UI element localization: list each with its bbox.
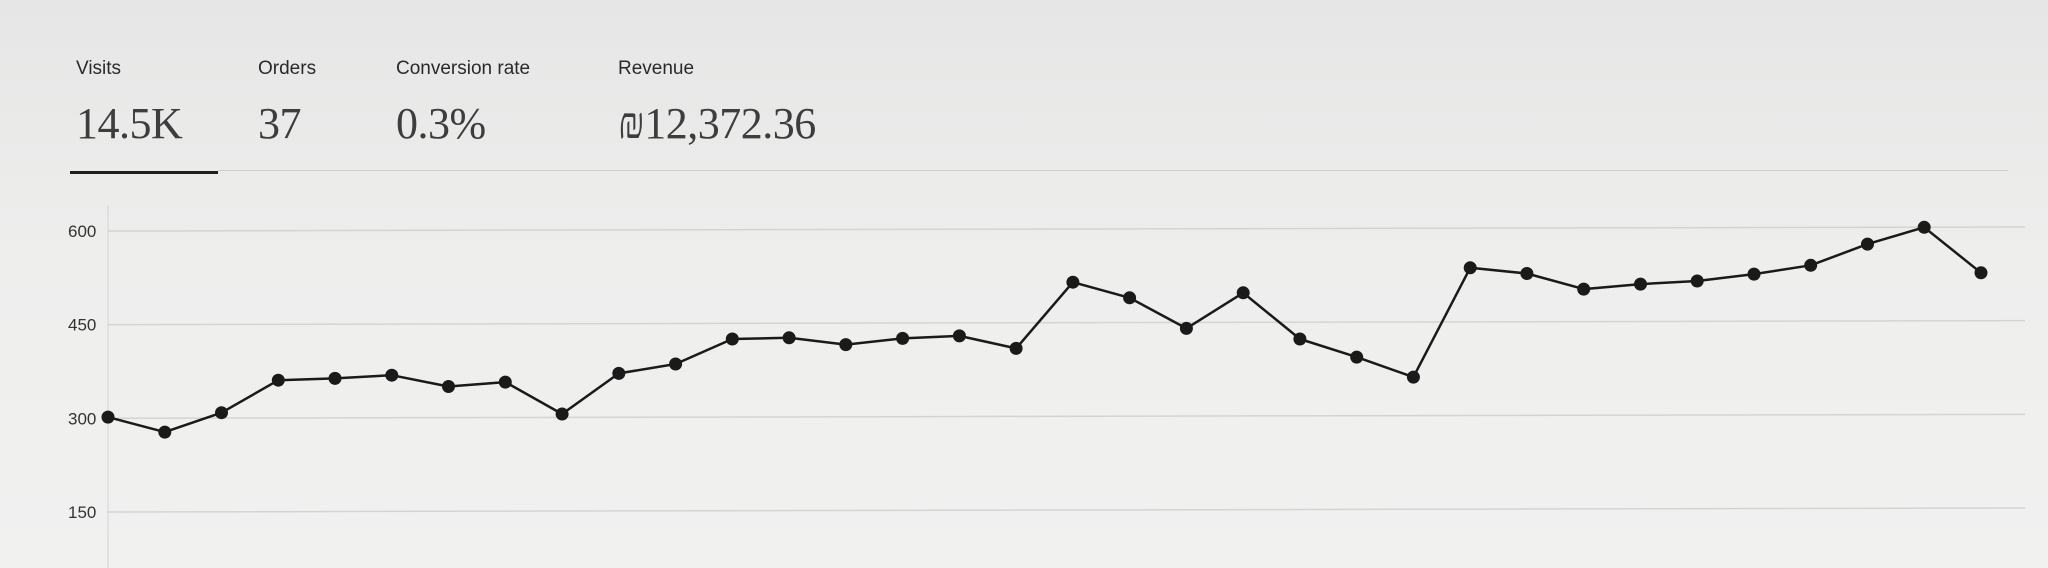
grid-line-150 [107,507,2026,513]
data-point[interactable] [1577,282,1591,296]
data-point[interactable] [839,338,853,352]
data-point[interactable] [101,410,115,424]
metric-label: Revenue [618,58,695,79]
data-point[interactable] [669,357,683,371]
metric-value: ₪12,372.36 [618,99,816,148]
metric-tab-conversion-rate[interactable]: Conversion rate 0.3% [396,58,530,149]
data-point[interactable] [1690,274,1704,288]
y-axis-ticks: 150 300 450 600 [68,222,96,522]
data-point[interactable] [1747,267,1761,281]
data-point[interactable] [1406,370,1420,384]
data-point[interactable] [1350,350,1364,364]
data-point[interactable] [612,366,626,380]
data-point[interactable] [1179,321,1193,335]
data-point[interactable] [1520,267,1534,280]
metric-value: 37 [258,99,302,148]
data-point[interactable] [1463,261,1477,275]
data-point[interactable] [328,371,342,385]
data-point[interactable] [782,331,796,345]
series-points [101,220,1988,439]
metric-label: Visits [76,58,122,79]
data-point[interactable] [1804,258,1818,272]
series-line [107,226,1982,434]
data-point[interactable] [1066,275,1080,289]
data-point[interactable] [1009,341,1023,355]
data-point[interactable] [1123,291,1137,305]
data-point[interactable] [385,368,399,382]
data-point[interactable] [896,331,910,345]
data-point[interactable] [1917,220,1931,234]
grid-line-600 [107,226,2026,232]
data-point[interactable] [1293,332,1307,346]
active-tab-indicator [70,171,218,174]
grid-line-450 [107,319,2026,326]
y-tick-label: 150 [68,503,96,522]
data-point[interactable] [442,380,455,393]
metric-value: 14.5K [76,99,183,148]
metric-tab-orders[interactable]: Orders 37 [258,58,316,149]
grid-line-300 [107,413,2026,420]
data-point[interactable] [1861,237,1874,251]
y-tick-label: 600 [68,222,96,241]
metrics-divider [218,170,2008,171]
data-point[interactable] [952,329,966,343]
y-tick-label: 300 [68,409,96,428]
metrics-bar: Visits 14.5K Orders 37 Conversion rate 0… [0,0,2048,178]
data-point[interactable] [555,407,569,421]
metric-label: Orders [258,58,317,79]
data-point[interactable] [215,406,228,420]
metric-value: 0.3% [396,99,486,148]
series-line-path [107,226,1982,434]
data-point[interactable] [1634,277,1647,291]
metric-label: Conversion rate [396,58,531,79]
data-point[interactable] [498,375,512,389]
metric-tab-visits[interactable]: Visits 14.5K [76,58,183,149]
data-point[interactable] [725,332,739,346]
data-point[interactable] [1974,266,1988,280]
data-point[interactable] [158,425,172,439]
data-point[interactable] [1236,286,1250,300]
metric-tab-revenue[interactable]: Revenue ₪12,372.36 [618,58,816,149]
y-tick-label: 450 [68,316,96,335]
data-point[interactable] [271,373,285,387]
grid-lines [107,205,2026,568]
